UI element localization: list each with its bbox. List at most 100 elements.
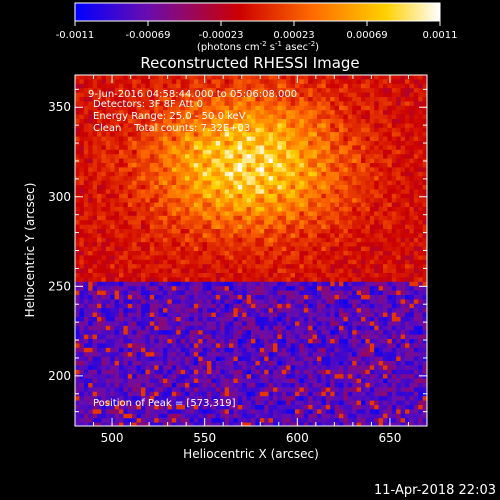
heatmap-cell xyxy=(167,127,173,133)
heatmap-cell xyxy=(207,334,212,340)
heatmap-cell xyxy=(242,317,247,322)
heatmap-cell xyxy=(378,101,384,107)
heatmap-cell xyxy=(374,171,379,177)
heatmap-cell xyxy=(277,330,283,335)
heatmap-cell xyxy=(347,312,353,318)
heatmap-cell xyxy=(189,325,195,331)
heatmap-cell xyxy=(268,251,274,256)
heatmap-cell xyxy=(383,176,388,181)
heatmap-cell xyxy=(171,246,177,252)
heatmap-cell xyxy=(325,255,331,261)
heatmap-cell xyxy=(308,75,313,80)
heatmap-cell xyxy=(317,215,322,221)
heatmap-cell xyxy=(352,132,357,137)
heatmap-cell xyxy=(149,163,155,168)
heatmap-cell xyxy=(198,97,203,102)
heatmap-cell xyxy=(127,343,133,349)
heatmap-cell xyxy=(303,339,309,344)
heatmap-cell xyxy=(171,132,177,137)
heatmap-cell xyxy=(105,246,111,252)
heatmap-cell xyxy=(127,233,133,239)
heatmap-cell xyxy=(259,154,265,159)
heatmap-cell xyxy=(396,127,401,133)
heatmap-cell xyxy=(422,154,427,159)
heatmap-cell xyxy=(378,233,384,239)
heatmap-cell xyxy=(237,330,243,335)
heatmap-cell xyxy=(83,295,89,300)
heatmap-cell xyxy=(330,281,335,287)
heatmap-cell xyxy=(325,171,331,177)
heatmap-cell xyxy=(251,259,256,265)
heatmap-cell xyxy=(189,220,195,225)
heatmap-cell xyxy=(339,286,344,291)
heatmap-cell xyxy=(374,290,379,296)
heatmap-cell xyxy=(127,224,133,230)
heatmap-cell xyxy=(101,233,107,239)
heatmap-cell xyxy=(220,308,225,313)
heatmap-cell xyxy=(409,145,415,151)
heatmap-cell xyxy=(180,180,186,186)
heatmap-cell xyxy=(75,277,80,283)
heatmap-cell xyxy=(123,264,129,269)
heatmap-cell xyxy=(246,264,252,269)
heatmap-cell xyxy=(400,277,406,283)
heatmap-cell xyxy=(189,242,195,247)
heatmap-cell xyxy=(409,83,415,89)
heatmap-cell xyxy=(347,207,353,212)
heatmap-cell xyxy=(356,233,362,239)
heatmap-cell xyxy=(79,290,85,296)
heatmap-cell xyxy=(149,149,155,155)
heatmap-cell xyxy=(215,189,221,195)
heatmap-cell xyxy=(356,83,362,89)
heatmap-cell xyxy=(158,145,164,151)
heatmap-cell xyxy=(176,163,181,168)
heatmap-cell xyxy=(105,229,111,234)
heatmap-cell xyxy=(334,75,340,80)
heatmap-cell xyxy=(391,123,397,129)
heatmap-cell xyxy=(387,202,393,208)
heatmap-cell xyxy=(391,317,397,322)
heatmap-cell xyxy=(237,229,243,234)
heatmap-cell xyxy=(97,167,102,173)
heatmap-cell xyxy=(224,317,230,322)
heatmap-cell xyxy=(290,198,296,203)
heatmap-cell xyxy=(352,286,357,291)
heatmap-cell xyxy=(347,171,353,177)
heatmap-cell xyxy=(378,290,384,296)
heatmap-cell xyxy=(286,97,291,102)
heatmap-cell xyxy=(343,92,349,98)
heatmap-cell xyxy=(114,295,120,300)
heatmap-cell xyxy=(391,145,397,151)
heatmap-cell xyxy=(422,264,427,269)
heatmap-cell xyxy=(264,295,269,300)
heatmap-cell xyxy=(229,290,234,296)
heatmap-cell xyxy=(246,295,252,300)
heatmap-cell xyxy=(312,317,318,322)
heatmap-cell xyxy=(391,286,397,291)
heatmap-cell xyxy=(176,176,181,181)
heatmap-cell xyxy=(418,343,423,349)
heatmap-cell xyxy=(158,347,164,353)
heatmap-cell xyxy=(167,189,173,195)
heatmap-cell xyxy=(325,127,331,133)
heatmap-cell xyxy=(158,343,164,349)
heatmap-cell xyxy=(317,211,322,217)
heatmap-cell xyxy=(79,229,85,234)
heatmap-cell xyxy=(374,132,379,137)
heatmap-cell xyxy=(215,303,221,309)
heatmap-cell xyxy=(391,325,397,331)
heatmap-cell xyxy=(295,237,300,243)
heatmap-cell xyxy=(105,224,111,230)
heatmap-cell xyxy=(242,259,247,265)
heatmap-cell xyxy=(259,105,265,111)
heatmap-cell xyxy=(396,79,401,85)
heatmap-cell xyxy=(352,325,357,331)
heatmap-cell xyxy=(277,127,283,133)
heatmap-cell xyxy=(79,88,85,93)
heatmap-cell xyxy=(273,141,278,146)
heatmap-cell xyxy=(167,105,173,111)
heatmap-cell xyxy=(339,303,344,309)
heatmap-cell xyxy=(207,268,212,274)
heatmap-cell xyxy=(167,233,173,239)
heatmap-cell xyxy=(123,114,129,120)
